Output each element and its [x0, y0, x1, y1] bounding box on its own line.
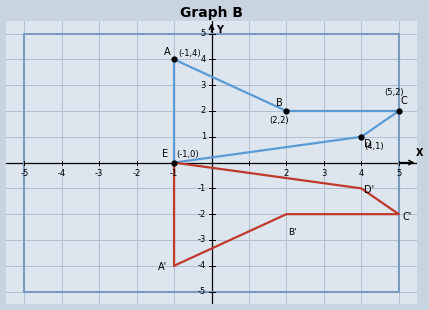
Text: B: B: [276, 98, 283, 108]
Text: 1: 1: [201, 132, 206, 141]
Text: 3: 3: [321, 169, 326, 178]
Title: Graph B: Graph B: [180, 6, 243, 20]
Text: X: X: [416, 148, 423, 158]
Text: A': A': [157, 262, 166, 272]
Text: -3: -3: [95, 169, 103, 178]
Text: -3: -3: [197, 236, 206, 245]
Text: -5: -5: [198, 287, 206, 296]
Text: -2: -2: [133, 169, 141, 178]
Text: C: C: [401, 96, 408, 106]
Text: -4: -4: [198, 261, 206, 270]
Text: -1: -1: [198, 184, 206, 193]
Text: (4,1): (4,1): [364, 143, 384, 152]
Text: A: A: [164, 47, 170, 57]
Text: -5: -5: [20, 169, 28, 178]
Text: 4: 4: [201, 55, 206, 64]
Text: Y: Y: [216, 24, 223, 35]
Text: (-1,4): (-1,4): [178, 49, 200, 58]
Text: (-1,0): (-1,0): [176, 150, 199, 159]
Text: D: D: [364, 140, 372, 149]
Text: -2: -2: [198, 210, 206, 219]
Text: B': B': [288, 228, 297, 237]
Text: 3: 3: [200, 81, 206, 90]
Text: -1: -1: [170, 169, 178, 178]
Text: 2: 2: [201, 107, 206, 116]
Text: 5: 5: [396, 169, 402, 178]
Text: E: E: [162, 149, 169, 159]
Text: C': C': [402, 212, 412, 222]
Text: D': D': [364, 184, 375, 194]
Text: (2,2): (2,2): [269, 116, 289, 125]
Text: (5,2): (5,2): [384, 88, 403, 97]
Text: 5: 5: [201, 29, 206, 38]
Text: 2: 2: [284, 169, 289, 178]
Text: 4: 4: [359, 169, 364, 178]
Text: -4: -4: [57, 169, 66, 178]
